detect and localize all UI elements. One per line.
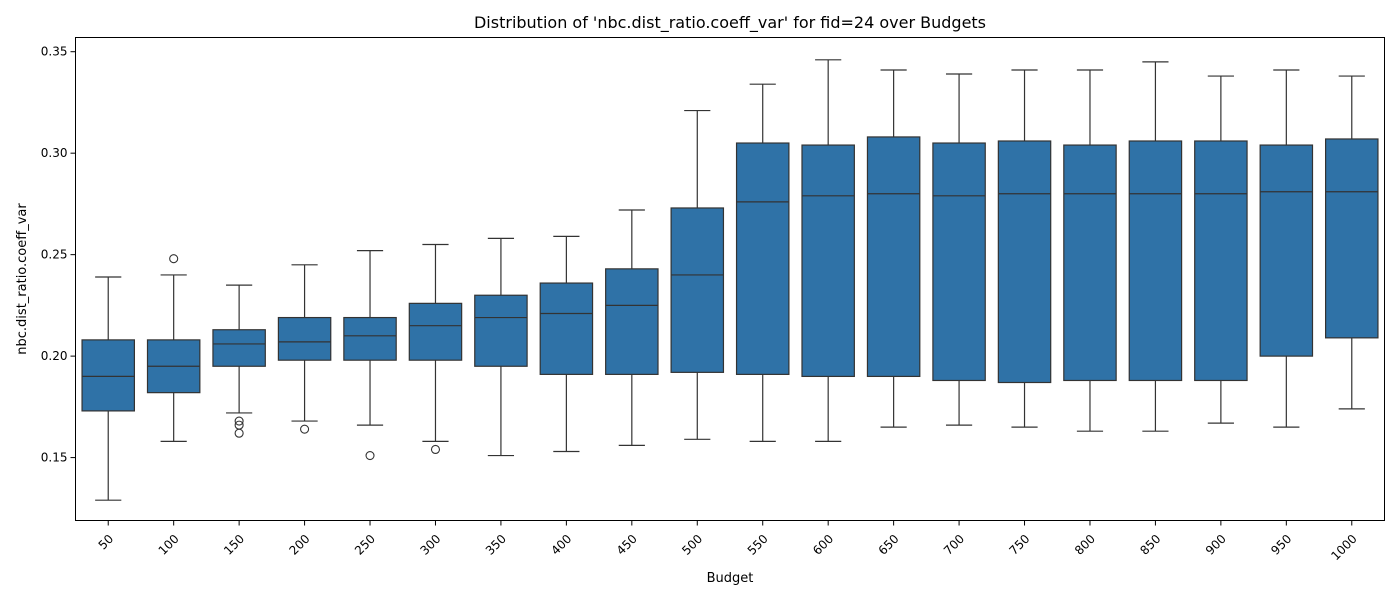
x-tick-label: 50 — [96, 532, 117, 553]
x-tick-label: 950 — [1268, 532, 1294, 558]
x-tick-label: 450 — [614, 532, 640, 558]
box-300 — [408, 302, 463, 361]
outlier-point — [234, 416, 244, 426]
chart-title: Distribution of 'nbc.dist_ratio.coeff_va… — [474, 13, 986, 33]
plot-frame — [75, 37, 1385, 521]
x-tick-label: 350 — [483, 532, 509, 558]
x-tick-label: 400 — [548, 532, 574, 558]
x-tick-label: 550 — [745, 532, 771, 558]
box-400 — [539, 282, 594, 375]
x-tick-label: 800 — [1072, 532, 1098, 558]
outlier-point — [234, 428, 244, 438]
x-tick-label: 850 — [1137, 532, 1163, 558]
y-tick-label: 0.20 — [41, 349, 68, 363]
box-350 — [474, 294, 528, 367]
x-tick-label: 750 — [1006, 532, 1032, 558]
box-650 — [866, 136, 921, 378]
x-tick-label: 150 — [221, 532, 247, 558]
box-550 — [735, 142, 790, 375]
box-450 — [605, 268, 659, 375]
x-tick-label: 1000 — [1328, 532, 1359, 563]
x-tick-label: 500 — [679, 532, 705, 558]
box-1000 — [1324, 138, 1379, 339]
x-axis-label: Budget — [707, 571, 754, 586]
x-tick-label: 300 — [417, 532, 443, 558]
plot-area: 0.15 0.20 0.25 0.30 0.35 50 100 150 200 250 300 350… — [41, 45, 1379, 563]
outlier-point — [169, 254, 179, 264]
y-tick-label: 0.35 — [41, 45, 68, 59]
box-500 — [670, 207, 725, 373]
outlier-point — [430, 444, 441, 455]
outlier-point — [365, 451, 375, 461]
box-850 — [1128, 140, 1183, 382]
box-600 — [801, 144, 855, 378]
box-200 — [277, 316, 332, 361]
outlier-point — [300, 424, 310, 434]
box-700 — [932, 142, 986, 382]
x-tick-label: 650 — [876, 532, 902, 558]
y-tick-label: 0.30 — [41, 146, 68, 160]
y-tick-label: 0.25 — [41, 248, 68, 262]
x-tick-label: 200 — [287, 532, 313, 558]
box-950 — [1259, 144, 1314, 357]
box-150 — [212, 329, 266, 367]
x-tick-label: 250 — [352, 532, 378, 558]
y-tick-label: 0.15 — [41, 451, 68, 465]
x-tick-label: 900 — [1203, 532, 1229, 558]
y-axis-label: nbc.dist_ratio.coeff_var — [15, 203, 30, 355]
box-750 — [997, 140, 1052, 384]
x-tick-label: 600 — [810, 532, 836, 558]
box-900 — [1194, 140, 1248, 382]
x-tick-label: 100 — [156, 532, 182, 558]
box-250 — [343, 316, 397, 361]
box-50 — [81, 339, 136, 412]
x-tick-label: 700 — [941, 532, 967, 558]
box-800 — [1063, 144, 1117, 382]
